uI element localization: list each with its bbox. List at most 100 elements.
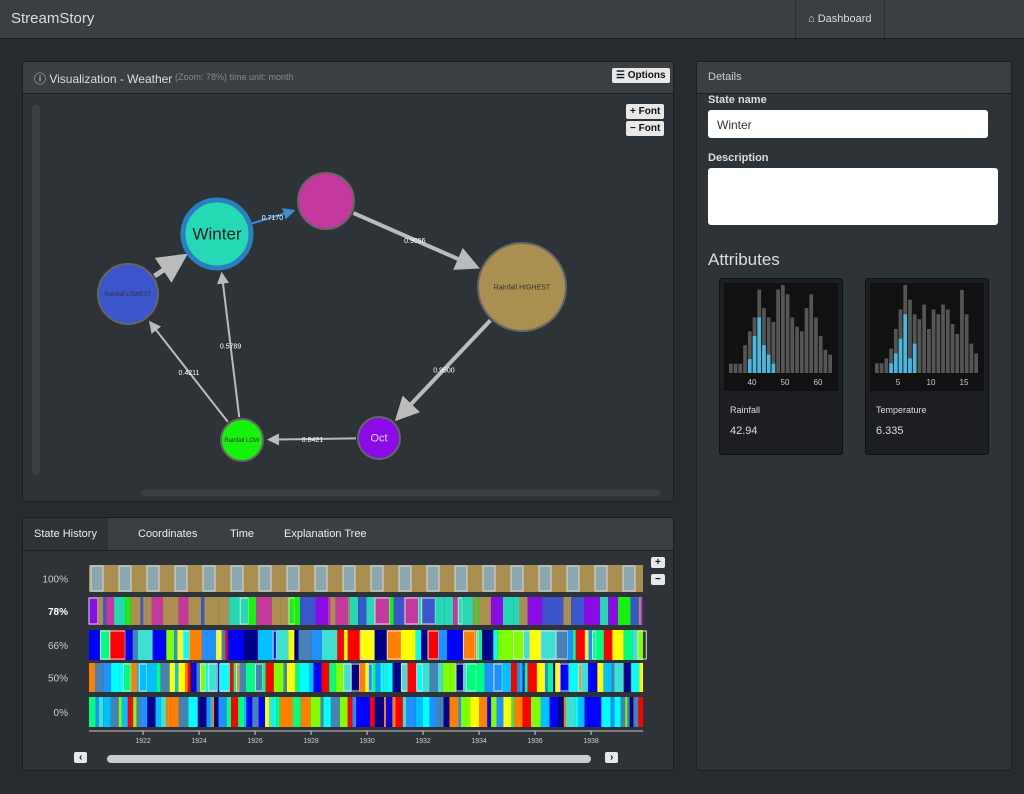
state-segment bbox=[365, 663, 369, 692]
state-segment bbox=[156, 663, 161, 692]
state-segment bbox=[478, 697, 488, 727]
state-segment bbox=[288, 630, 295, 660]
state-segment bbox=[178, 663, 186, 692]
state-segment bbox=[166, 630, 175, 660]
state-segment bbox=[620, 697, 626, 727]
histogram-bar bbox=[766, 354, 771, 373]
state-node[interactable] bbox=[180, 197, 254, 271]
state-segment bbox=[554, 597, 564, 625]
state-segment bbox=[623, 663, 632, 692]
state-segment bbox=[190, 663, 193, 692]
attribute-card[interactable]: 5 10 15 Temperature 6.335 bbox=[865, 278, 989, 455]
state-segment bbox=[255, 663, 263, 692]
histogram-bar bbox=[781, 285, 785, 373]
tab[interactable]: Explanation Tree bbox=[284, 528, 367, 540]
state-segment bbox=[386, 663, 393, 692]
state-segment bbox=[276, 697, 280, 727]
state-segment bbox=[474, 630, 477, 660]
state-segment bbox=[553, 663, 556, 692]
histogram-bar bbox=[752, 335, 757, 373]
font-minus[interactable]: − Font bbox=[626, 121, 665, 136]
state-segment bbox=[513, 630, 524, 660]
tab[interactable]: State History bbox=[23, 518, 108, 550]
state-segment bbox=[374, 697, 384, 727]
state-segment bbox=[98, 697, 104, 727]
state-segment bbox=[205, 663, 209, 692]
state-segment bbox=[200, 663, 206, 692]
state-segment bbox=[125, 630, 133, 660]
node-label: Rainfall LOWEST bbox=[104, 292, 151, 298]
state-segment bbox=[160, 663, 170, 692]
state-segment bbox=[523, 630, 530, 660]
state-segment bbox=[428, 630, 439, 660]
attribute-value: 6.335 bbox=[876, 425, 904, 437]
histogram-bar bbox=[818, 335, 823, 373]
state-segment bbox=[522, 663, 525, 692]
state-segment bbox=[351, 663, 360, 692]
state-node[interactable] bbox=[97, 263, 159, 325]
edge bbox=[352, 211, 480, 270]
state-segment bbox=[513, 597, 520, 625]
state-segment bbox=[487, 697, 492, 727]
state-segment bbox=[462, 597, 473, 625]
state-segment bbox=[603, 630, 613, 660]
state-segment bbox=[447, 630, 454, 660]
options-button[interactable]: ☰ Options bbox=[612, 68, 670, 83]
zoom-slider[interactable] bbox=[32, 105, 40, 475]
range-slider[interactable] bbox=[107, 755, 591, 763]
state-name-input[interactable]: Winter bbox=[708, 110, 988, 138]
edge-label: 0.9056 bbox=[404, 238, 426, 245]
description-input[interactable] bbox=[708, 168, 998, 225]
state-segment bbox=[563, 697, 566, 727]
state-segment bbox=[444, 597, 454, 625]
tab[interactable]: Coordinates bbox=[138, 528, 198, 540]
pan-slider[interactable] bbox=[141, 490, 661, 496]
scroll-left[interactable]: ‹ bbox=[74, 752, 88, 763]
state-segment bbox=[478, 597, 491, 625]
state-segment bbox=[121, 697, 128, 727]
scroll-right[interactable]: › bbox=[605, 752, 619, 763]
panel-header: ⓘ Visualization - Weather (Zoom: 78%) ti… bbox=[23, 62, 673, 94]
state-segment bbox=[437, 663, 443, 692]
state-segment bbox=[182, 630, 190, 660]
state-segment bbox=[407, 663, 417, 692]
node-label: Oct bbox=[370, 433, 387, 445]
edge-label: 0.4211 bbox=[179, 370, 200, 377]
font-minus-text: Font bbox=[638, 123, 661, 134]
zoom-out[interactable]: − bbox=[651, 574, 665, 585]
histogram-bar bbox=[776, 289, 780, 373]
state-node[interactable] bbox=[220, 418, 264, 462]
state-segment bbox=[204, 597, 219, 625]
segment-box bbox=[258, 565, 272, 592]
brand[interactable]: StreamStory bbox=[11, 10, 95, 27]
level-label: 0% bbox=[54, 708, 69, 719]
state-segment bbox=[502, 663, 512, 692]
state-segment bbox=[463, 630, 475, 660]
state-segment bbox=[185, 663, 188, 692]
zoom-in[interactable]: + bbox=[651, 557, 665, 568]
state-segment bbox=[374, 597, 390, 625]
tab[interactable]: Time bbox=[230, 528, 255, 540]
font-plus[interactable]: + Font bbox=[626, 104, 665, 119]
histogram-bar bbox=[931, 309, 936, 373]
state-segment bbox=[588, 630, 593, 660]
state-segment bbox=[335, 663, 344, 692]
state-segment bbox=[503, 697, 512, 727]
state-segment bbox=[347, 697, 353, 727]
dashboard-link[interactable]: ⌂ Dashboard bbox=[795, 0, 885, 38]
state-node[interactable] bbox=[477, 242, 567, 332]
state-segment bbox=[221, 630, 226, 660]
state-segment bbox=[638, 697, 643, 727]
state-node[interactable] bbox=[297, 172, 355, 230]
state-segment bbox=[139, 663, 147, 692]
state-segment bbox=[476, 630, 479, 660]
state-segment bbox=[630, 597, 639, 625]
attribute-card[interactable]: 40 50 60 Rainfall 42.94 bbox=[719, 278, 843, 455]
state-segment bbox=[225, 630, 228, 660]
state-segment bbox=[458, 697, 462, 727]
state-segment bbox=[625, 697, 628, 727]
state-node[interactable] bbox=[357, 416, 401, 460]
state-segment bbox=[300, 597, 316, 625]
state-segment bbox=[170, 697, 174, 727]
state-segment bbox=[177, 630, 183, 660]
